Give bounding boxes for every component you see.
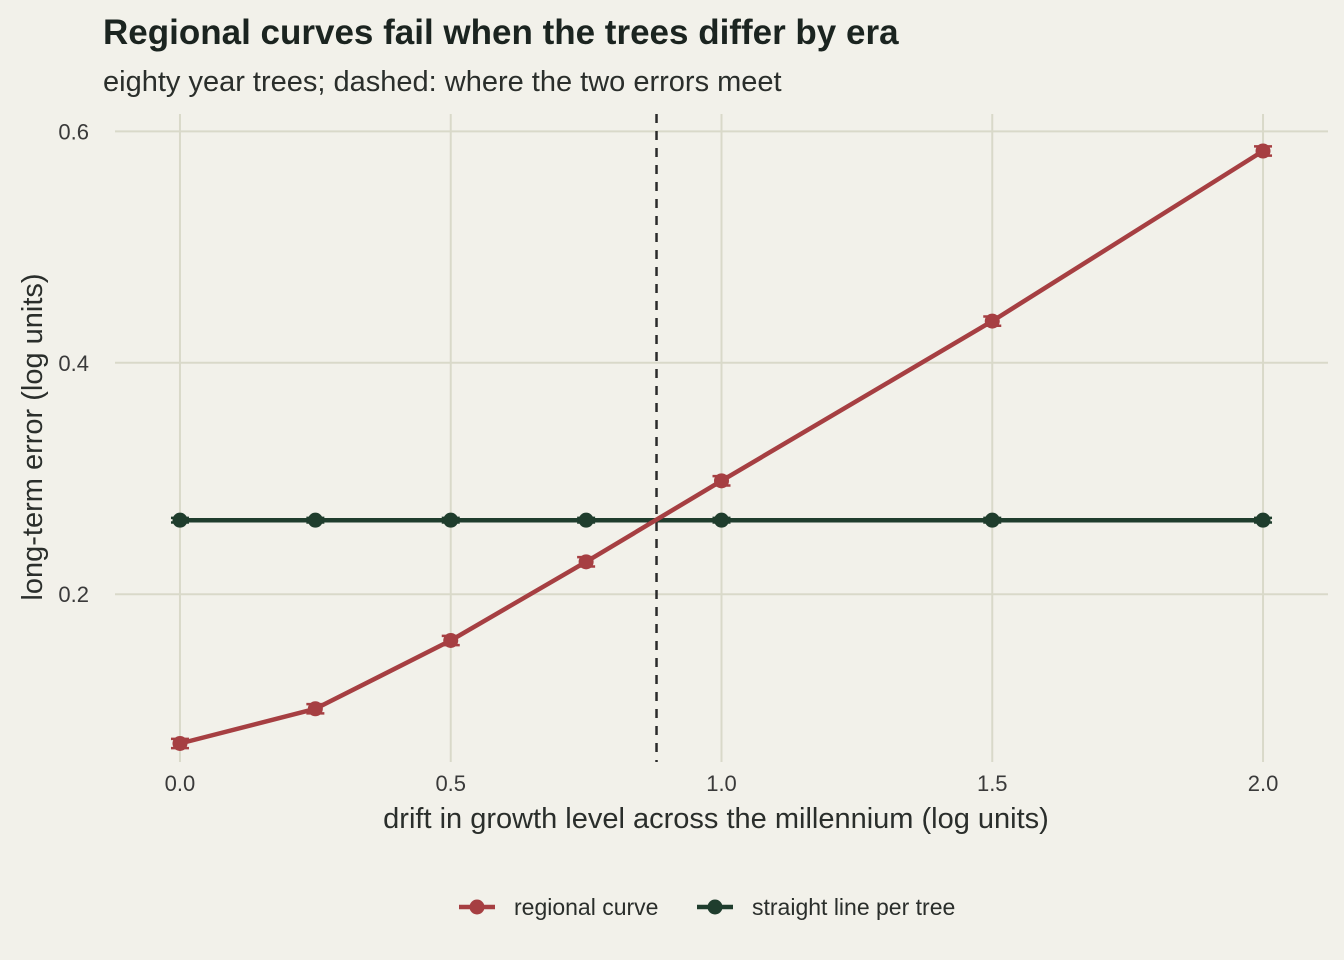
data-point	[307, 701, 323, 717]
data-point	[172, 512, 188, 528]
series-layer	[170, 143, 1273, 751]
data-point	[984, 313, 1000, 329]
y-tick-label: 0.6	[58, 119, 89, 144]
data-point	[578, 512, 594, 528]
legend-item-1: straight line per tree	[697, 894, 955, 920]
legend-label: regional curve	[514, 894, 658, 920]
legend-key-point	[707, 899, 723, 915]
series-1	[170, 512, 1273, 528]
data-point	[578, 554, 594, 570]
legend: regional curve straight line per tree	[459, 894, 955, 920]
data-point	[1255, 512, 1271, 528]
data-point	[984, 512, 1000, 528]
data-point	[172, 735, 188, 751]
x-axis-label: drift in growth level across the millenn…	[383, 803, 1049, 835]
x-tick-label: 0.0	[165, 771, 196, 796]
tick-labels: 0.0 0.5 1.0 1.5 2.0 0.2 0.4 0.6	[58, 119, 1278, 796]
data-point	[714, 512, 729, 528]
y-axis-label: long-term error (log units)	[17, 273, 49, 600]
legend-item-0: regional curve	[459, 894, 658, 920]
chart-title: Regional curves fail when the trees diff…	[103, 13, 899, 52]
x-tick-label: 1.0	[706, 771, 737, 796]
data-point	[443, 512, 459, 528]
y-tick-label: 0.4	[58, 351, 89, 376]
x-tick-label: 2.0	[1248, 771, 1279, 796]
grid	[115, 114, 1328, 762]
data-point	[1255, 143, 1271, 159]
data-point	[714, 473, 729, 489]
legend-label: straight line per tree	[752, 894, 955, 920]
y-tick-label: 0.2	[58, 582, 89, 607]
legend-key-point	[469, 899, 485, 915]
x-tick-label: 0.5	[435, 771, 466, 796]
data-point	[443, 633, 459, 648]
x-tick-label: 1.5	[977, 771, 1008, 796]
chart-subtitle: eighty year trees; dashed: where the two…	[103, 66, 782, 98]
series-0	[170, 143, 1273, 751]
data-point	[307, 512, 323, 528]
